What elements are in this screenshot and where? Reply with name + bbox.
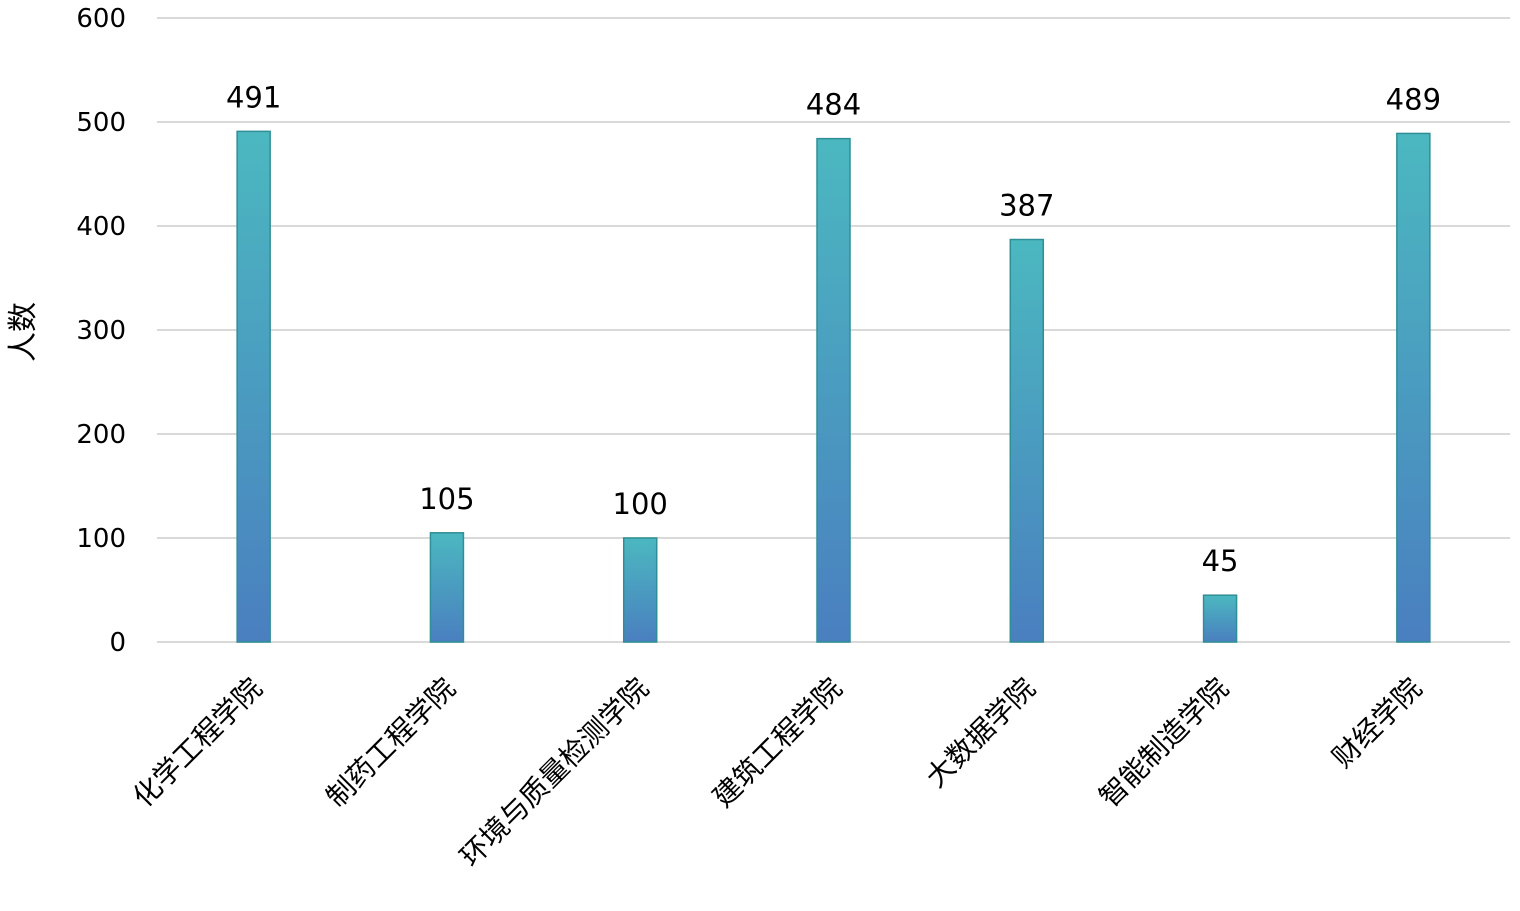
x-tick-label: 化学工程学院 <box>126 672 268 814</box>
y-axis-ticks: 0 100 200 300 400 500 600 <box>76 4 126 658</box>
bar <box>622 537 658 643</box>
y-tick-label: 100 <box>76 524 126 554</box>
y-tick-label: 300 <box>76 316 126 346</box>
bar <box>236 130 271 643</box>
y-tick-label: 600 <box>76 4 126 34</box>
bar <box>1202 594 1238 643</box>
x-tick-label: 环境与质量检测学院 <box>454 672 656 874</box>
y-tick-label: 500 <box>76 108 126 138</box>
x-tick-label: 智能制造学院 <box>1093 672 1235 814</box>
data-label: 105 <box>419 482 474 516</box>
x-tick-label: 财经学院 <box>1326 672 1429 775</box>
bars <box>236 130 1431 643</box>
bar <box>1396 132 1431 643</box>
bar <box>429 532 465 643</box>
x-tick-label: 大数据学院 <box>919 672 1041 794</box>
y-tick-label: 200 <box>76 420 126 450</box>
data-label: 491 <box>226 80 281 114</box>
data-label: 100 <box>613 487 668 521</box>
x-tick-label: 建筑工程学院 <box>706 672 848 814</box>
data-labels: 491 105 100 484 387 45 489 <box>226 80 1441 578</box>
y-tick-label: 400 <box>76 212 126 242</box>
x-tick-label: 制药工程学院 <box>320 672 462 814</box>
data-label: 45 <box>1202 544 1239 578</box>
data-label: 484 <box>806 88 861 122</box>
bar <box>816 137 851 643</box>
data-label: 489 <box>1386 82 1441 116</box>
data-label: 387 <box>999 189 1054 223</box>
y-axis-label: 人数 <box>6 302 41 362</box>
y-tick-label: 0 <box>109 628 126 658</box>
bar <box>1009 238 1045 643</box>
